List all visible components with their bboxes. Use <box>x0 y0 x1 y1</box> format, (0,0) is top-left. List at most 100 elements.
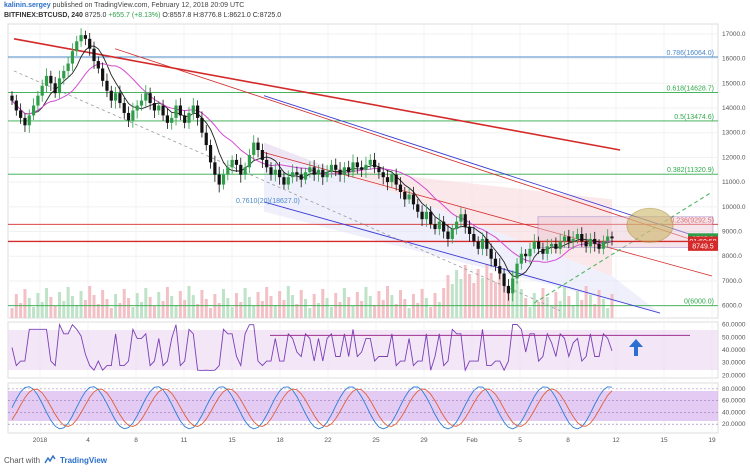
candle-body <box>118 93 122 104</box>
candle-body <box>92 48 96 62</box>
up-arrow-icon <box>629 339 643 356</box>
price-tick-label: 8000.0 <box>722 253 742 260</box>
candle-body <box>273 169 277 175</box>
candle-body <box>325 172 329 178</box>
volume-bar <box>209 308 213 318</box>
open-value: O:8557.8 <box>162 12 192 19</box>
candle-body <box>450 229 454 239</box>
candle-body <box>14 100 18 111</box>
candle-body <box>472 234 476 242</box>
candle-body <box>131 110 135 121</box>
volume-bar <box>321 289 325 318</box>
volume-bar <box>472 283 476 318</box>
candle-body <box>170 117 174 123</box>
volume-bar <box>575 291 579 318</box>
candle-body <box>347 167 351 173</box>
candle-body <box>437 221 441 230</box>
high-value: H:8776.8 <box>193 12 222 19</box>
volume-bar <box>446 275 450 318</box>
volume-bar <box>83 300 87 318</box>
candle-body <box>554 243 558 249</box>
volume-bar <box>493 282 497 318</box>
author-name[interactable]: kalinin.sergey <box>4 2 51 9</box>
volume-bar <box>256 292 260 318</box>
volume-bar <box>170 296 174 318</box>
time-tick-label: 15 <box>660 437 668 444</box>
candle-body <box>187 112 191 123</box>
candle-body <box>208 145 213 163</box>
volume-bar <box>563 287 567 318</box>
time-tick-label: 22 <box>324 437 332 444</box>
volume-bar <box>437 302 441 318</box>
candle-body <box>580 234 584 242</box>
candle-body <box>260 150 264 160</box>
price-change: +655.7 (+8.13%) <box>108 12 161 19</box>
footer-prefix: Chart with <box>4 456 41 465</box>
candle-body <box>463 214 467 227</box>
time-tick-label: 18 <box>276 437 284 444</box>
candle-body <box>467 226 472 234</box>
volume-bar <box>368 296 372 318</box>
volume-bar <box>304 299 308 318</box>
time-tick-label: 8 <box>566 437 570 444</box>
tradingview-brand[interactable]: TradingView <box>60 456 107 465</box>
candle-body <box>338 169 342 175</box>
candle-body <box>597 243 601 249</box>
candle-body <box>558 241 562 249</box>
candle-body <box>480 238 485 249</box>
candle-body <box>476 241 480 249</box>
close-value: C:8725.0 <box>252 12 282 19</box>
target-ellipse <box>626 207 674 243</box>
blue-lower-channel <box>263 201 661 314</box>
volume-bar <box>53 306 57 318</box>
fib-level-label: 0(6000.0) <box>684 299 714 306</box>
volume-bar <box>528 307 532 318</box>
symbol-label[interactable]: BITFINEX:BTCUSD, 240 <box>4 12 83 19</box>
candle-body <box>308 167 312 173</box>
volume-bar <box>291 295 295 318</box>
time-tick-label: 8 <box>134 437 138 444</box>
price-tag-bg <box>688 240 718 251</box>
candle-body <box>256 142 260 150</box>
candle-body <box>420 211 424 220</box>
volume-bar <box>554 292 558 318</box>
volume-bar <box>152 306 156 318</box>
candle-body <box>19 110 23 118</box>
volume-bar <box>381 300 385 318</box>
price-tick-label: 9000.0 <box>722 229 742 236</box>
rsi-tick-label: 20.0000 <box>722 372 746 379</box>
candle-body <box>113 93 118 101</box>
volume-bar <box>32 307 36 318</box>
candle-body <box>217 174 221 185</box>
volume-bar <box>23 289 27 318</box>
candle-body <box>157 105 161 111</box>
stoch-tick-label: 60.0000 <box>722 398 746 405</box>
volume-bar <box>325 298 329 318</box>
volume-bar <box>226 298 230 318</box>
candle-body <box>433 224 437 230</box>
price-tick-label: 7000.0 <box>722 278 742 285</box>
price-tick-label: 10000.0 <box>722 204 746 211</box>
candle-body <box>303 172 308 180</box>
volume-bar <box>105 299 109 318</box>
candle-body <box>290 172 295 178</box>
candle-body <box>390 174 394 183</box>
candle-body <box>213 162 217 175</box>
candle-body <box>75 41 79 52</box>
volume-bar <box>40 302 44 318</box>
time-tick-label: 15 <box>228 437 236 444</box>
volume-bar <box>27 298 31 318</box>
tradingview-logo-icon <box>44 454 56 466</box>
candle-body <box>70 51 75 64</box>
volume-bar <box>273 305 277 318</box>
candle-body <box>502 273 506 286</box>
volume-bar <box>450 284 454 318</box>
candle-body <box>360 167 364 170</box>
volume-bar <box>355 292 359 318</box>
volume-bar <box>66 287 70 318</box>
volume-bar <box>165 287 169 318</box>
candle-body <box>403 192 407 200</box>
volume-bar <box>524 298 528 318</box>
moving-average-slow <box>11 63 613 263</box>
